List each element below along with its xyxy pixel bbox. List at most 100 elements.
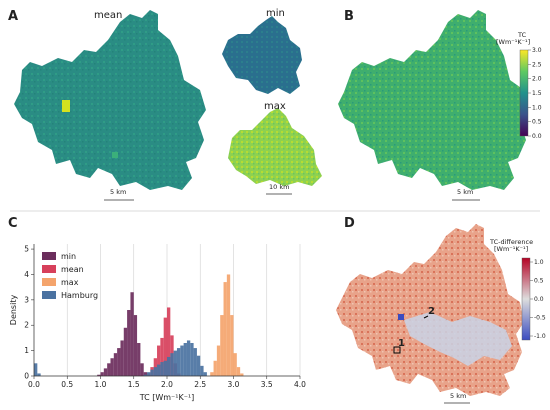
- tcdiff-colorbar-ticks: 1.0 0.5 0.0 -0.5 -1.0: [530, 259, 546, 340]
- hist-bar-hamburg: [180, 345, 184, 376]
- hist-bar-hamburg: [37, 373, 41, 376]
- legend-swatch: [42, 252, 56, 260]
- tcdiff-colorbar-tick-label: 0.5: [534, 278, 544, 285]
- tcdiff-colorbar-tick-label: 0.0: [534, 296, 544, 303]
- hist-bar-min: [100, 372, 104, 376]
- hist-bar-hamburg: [190, 343, 194, 376]
- legend-swatch: [42, 278, 56, 286]
- hist-bar-min: [137, 343, 141, 376]
- mean-scalebar-label: 5 km: [110, 188, 127, 196]
- y-tick-label: 4: [24, 270, 29, 279]
- hist-bar-min: [107, 363, 111, 376]
- hist-bar-hamburg: [176, 348, 181, 376]
- x-tick-label: 1.0: [95, 380, 107, 389]
- hist-bar-min: [117, 348, 121, 376]
- x-tick-label: 2.5: [194, 380, 206, 389]
- hist-bar-min: [120, 340, 124, 376]
- tc-colorbar-unit: [Wm⁻¹K⁻¹]: [496, 38, 531, 46]
- hist-bar-min: [130, 292, 134, 376]
- hist-bar-max: [223, 282, 227, 376]
- x-axis-label: TC [Wm⁻¹K⁻¹]: [139, 393, 195, 402]
- y-tick-label: 0: [24, 372, 29, 381]
- hist-bar-min: [113, 353, 118, 376]
- hist-bar-max: [226, 274, 231, 376]
- hist-bar-max: [213, 360, 217, 376]
- hist-bar-max: [240, 373, 244, 376]
- hist-bar-min: [133, 315, 138, 376]
- hist-bar-hamburg: [160, 362, 164, 376]
- tc-colorbar-tick-label: 3.0: [532, 47, 542, 54]
- tc-map-b: [338, 10, 528, 190]
- x-tick-label: 3.0: [228, 380, 240, 389]
- legend-label: max: [61, 278, 79, 287]
- mean-map: [14, 10, 206, 190]
- min-map: [222, 16, 302, 94]
- tc-colorbar-tick-label: 1.0: [532, 104, 542, 111]
- legend-label: mean: [61, 265, 84, 274]
- hist-bar-min: [143, 372, 148, 376]
- hist-bar-hamburg: [167, 356, 171, 376]
- tcdiff-colorbar-tick-label: -0.5: [534, 315, 546, 322]
- x-tick-label: 1.5: [128, 380, 140, 389]
- hist-bar-hamburg: [173, 350, 177, 376]
- tc-colorbar-tick-label: 1.5: [532, 90, 542, 97]
- hist-bar-max: [236, 367, 241, 376]
- x-tick-label: 0.5: [61, 380, 73, 389]
- y-tick-label: 2: [24, 321, 29, 330]
- x-tick-label: 3.5: [261, 380, 273, 389]
- histogram-plot: 0.0 0.5 1.0 1.5 2.0 2.5 3.0 3.5 4.0 0 1 2 3 4 5 TC [Wm⁻…: [9, 244, 306, 402]
- hist-bar-max: [220, 315, 224, 376]
- tc-colorbar-tick-label: 2.5: [532, 61, 542, 68]
- x-tick-label: 0.0: [28, 380, 40, 389]
- y-tick-label: 5: [24, 245, 29, 254]
- hist-bar-hamburg: [170, 353, 174, 376]
- panel-letter-a: A: [8, 9, 19, 24]
- panel-letter-c: C: [8, 216, 18, 231]
- mean-label: mean: [94, 10, 123, 21]
- mean-patch: [112, 152, 118, 158]
- hist-bar-hamburg: [203, 372, 207, 376]
- hist-bar-mean: [160, 337, 164, 376]
- legend-swatch: [42, 291, 56, 299]
- min-label: min: [266, 8, 285, 19]
- hist-bar-hamburg: [186, 340, 191, 376]
- hist-bar-hamburg: [147, 372, 151, 376]
- marker-label-2: 2: [428, 306, 435, 317]
- tcdiff-colorbar: [521, 257, 531, 341]
- x-tick-label: 4.0: [294, 380, 306, 389]
- y-tick-label: 3: [24, 295, 29, 304]
- max-map: [228, 108, 322, 186]
- legend-swatch: [42, 265, 56, 273]
- hist-bar-min: [110, 358, 114, 376]
- marker-box-1: [393, 346, 401, 354]
- marker-label-1: 1: [398, 338, 405, 349]
- hist-bar-hamburg: [200, 365, 204, 376]
- hist-bar-min: [97, 374, 101, 376]
- max-label: max: [264, 101, 286, 112]
- x-tick-label: 2.0: [161, 380, 173, 389]
- tcdiff-colorbar-tick-label: -1.0: [534, 333, 546, 340]
- hist-bar-max: [210, 372, 214, 376]
- legend-label: Hamburg: [61, 291, 98, 300]
- y-tick-label: 1: [24, 346, 29, 355]
- b-scalebar-label: 5 km: [457, 188, 474, 196]
- tcdiff-colorbar-unit: [Wm⁻¹K⁻¹]: [494, 245, 529, 253]
- panel-letter-d: D: [344, 216, 355, 231]
- blue-hotspot: [398, 314, 404, 320]
- hist-bar-max: [216, 345, 221, 376]
- hist-bar-hamburg: [183, 343, 187, 376]
- tcdiff-colorbar-title: TC-difference: [490, 238, 534, 246]
- d-scalebar-label: 5 km: [450, 392, 467, 400]
- hist-bar-hamburg: [143, 374, 148, 376]
- y-axis-label: Density: [9, 295, 18, 326]
- tc-colorbar: [519, 49, 529, 137]
- hist-bar-hamburg: [34, 363, 38, 376]
- mean-hotspot: [62, 100, 70, 112]
- hist-bar-hamburg: [157, 364, 161, 376]
- tc-colorbar-tick-label: 2.0: [532, 76, 542, 83]
- tc-colorbar-tick-label: 0.5: [532, 119, 542, 126]
- hist-bar-hamburg: [196, 355, 201, 376]
- negative-difference-area: [404, 312, 512, 366]
- hist-bar-min: [140, 363, 144, 376]
